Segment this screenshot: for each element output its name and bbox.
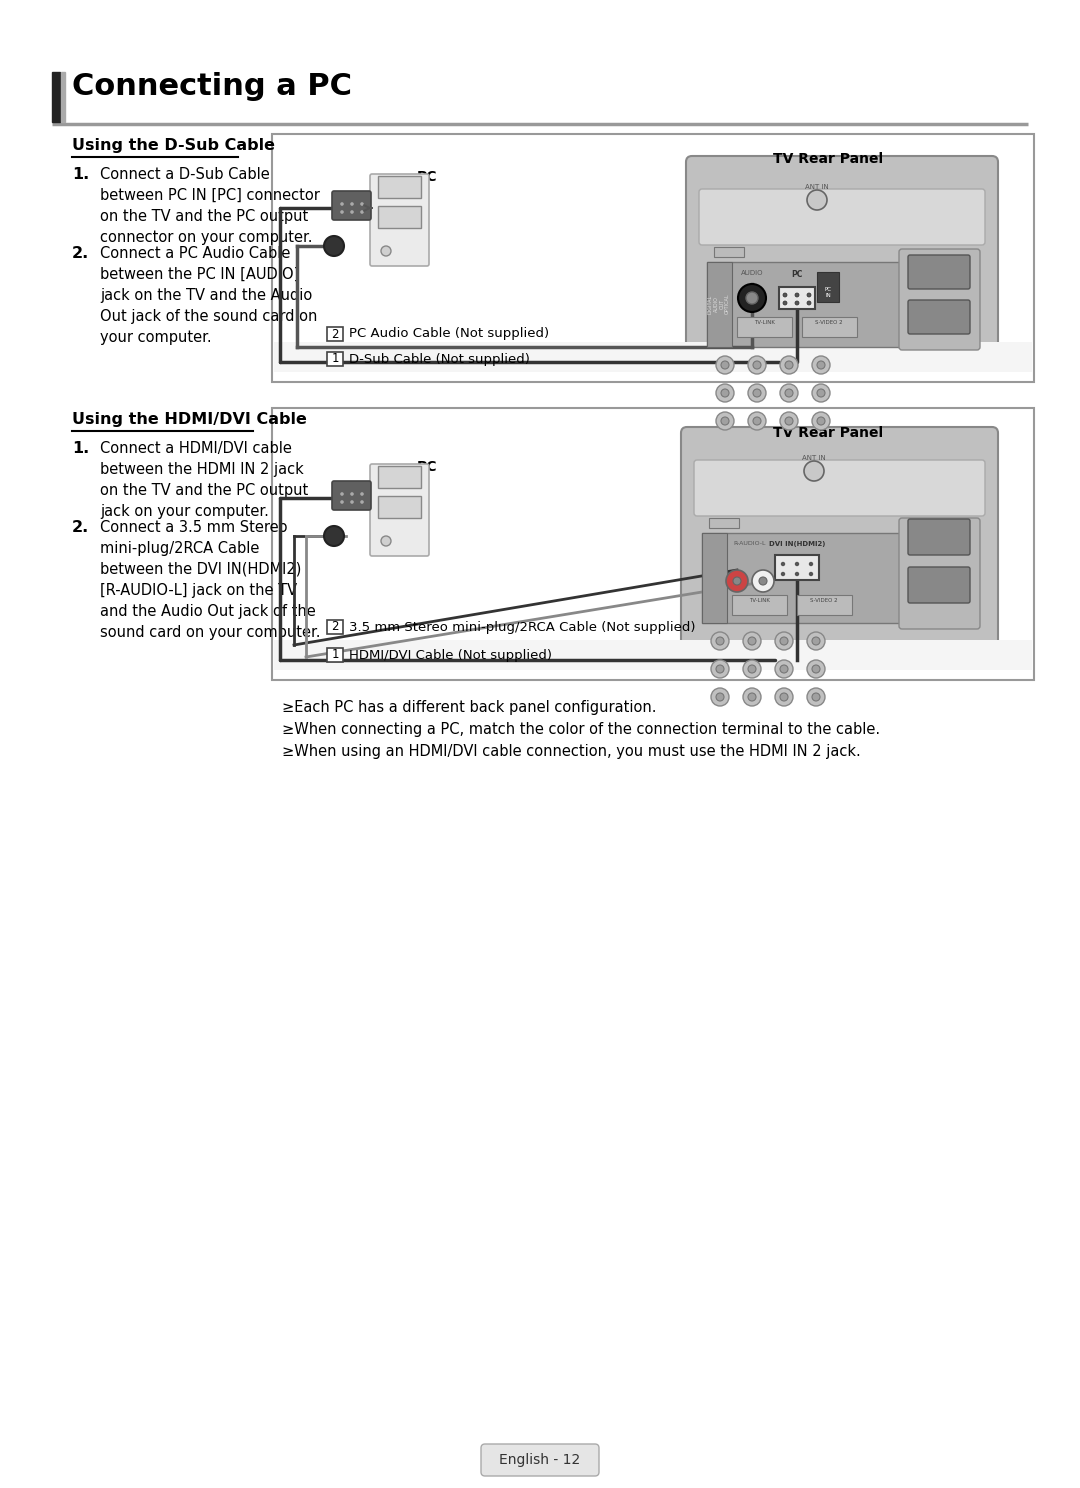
Text: Connect a 3.5 mm Stereo
mini-plug/2RCA Cable
between the DVI IN(HDMI2)
[R-AUDIO-: Connect a 3.5 mm Stereo mini-plug/2RCA C… <box>100 519 321 640</box>
Bar <box>60 71 65 122</box>
Circle shape <box>716 665 724 673</box>
Circle shape <box>743 661 761 679</box>
Circle shape <box>780 356 798 373</box>
Bar <box>52 71 60 122</box>
Circle shape <box>804 461 824 481</box>
Circle shape <box>812 665 820 673</box>
Text: PC
IN: PC IN <box>824 287 832 298</box>
Text: PC: PC <box>792 269 802 278</box>
Text: 1: 1 <box>332 353 339 366</box>
Text: 2: 2 <box>332 620 339 634</box>
Text: 2: 2 <box>332 327 339 341</box>
Circle shape <box>816 417 825 426</box>
Bar <box>326 243 340 248</box>
Text: ≥When using an HDMI/DVI cable connection, you must use the HDMI IN 2 jack.: ≥When using an HDMI/DVI cable connection… <box>282 744 861 759</box>
Circle shape <box>381 536 391 546</box>
Text: SERVICE: SERVICE <box>708 518 735 522</box>
Circle shape <box>807 661 825 679</box>
Text: DVI IN(HDMI2): DVI IN(HDMI2) <box>769 542 825 548</box>
Text: R-AUDIO-L: R-AUDIO-L <box>733 542 766 546</box>
FancyBboxPatch shape <box>908 301 970 333</box>
Text: ANT IN: ANT IN <box>802 455 826 461</box>
Circle shape <box>807 293 811 298</box>
Text: HDMI IN: HDMI IN <box>923 525 955 536</box>
Circle shape <box>748 356 766 373</box>
Text: 1.: 1. <box>72 440 90 455</box>
Bar <box>702 533 951 623</box>
FancyBboxPatch shape <box>908 519 970 555</box>
Bar <box>707 262 732 347</box>
FancyBboxPatch shape <box>370 174 429 266</box>
Bar <box>775 555 819 580</box>
Circle shape <box>748 412 766 430</box>
FancyBboxPatch shape <box>908 567 970 603</box>
Circle shape <box>812 356 831 373</box>
Circle shape <box>816 388 825 397</box>
Bar <box>702 533 727 623</box>
FancyBboxPatch shape <box>332 190 372 220</box>
Circle shape <box>781 571 785 576</box>
Text: D-Sub Cable (Not supplied): D-Sub Cable (Not supplied) <box>349 353 530 366</box>
Bar <box>816 272 839 302</box>
Text: PC Audio Cable (Not supplied): PC Audio Cable (Not supplied) <box>349 327 549 341</box>
FancyBboxPatch shape <box>694 460 985 516</box>
Circle shape <box>716 693 724 701</box>
Circle shape <box>775 687 793 705</box>
Circle shape <box>785 362 793 369</box>
Circle shape <box>807 632 825 650</box>
Circle shape <box>809 562 813 567</box>
Circle shape <box>361 500 364 504</box>
Circle shape <box>795 301 799 305</box>
Circle shape <box>795 293 799 298</box>
Circle shape <box>716 384 734 402</box>
Circle shape <box>748 693 756 701</box>
Bar <box>707 262 951 347</box>
Circle shape <box>716 356 734 373</box>
Circle shape <box>809 571 813 576</box>
Circle shape <box>350 202 354 205</box>
Bar <box>274 640 1032 670</box>
Bar <box>327 353 343 366</box>
Circle shape <box>748 665 756 673</box>
Circle shape <box>781 562 785 567</box>
Bar <box>732 595 787 615</box>
Text: Using the HDMI/DVI Cable: Using the HDMI/DVI Cable <box>72 412 307 427</box>
Circle shape <box>812 693 820 701</box>
Text: TV Rear Panel: TV Rear Panel <box>773 152 883 167</box>
Circle shape <box>753 362 761 369</box>
Circle shape <box>780 412 798 430</box>
Circle shape <box>716 412 734 430</box>
Circle shape <box>795 562 799 567</box>
Bar <box>779 287 815 310</box>
Bar <box>327 647 343 662</box>
Circle shape <box>812 637 820 644</box>
Circle shape <box>785 388 793 397</box>
Circle shape <box>780 637 788 644</box>
Text: Connect a PC Audio Cable
between the PC IN [AUDIO]
jack on the TV and the Audio
: Connect a PC Audio Cable between the PC … <box>100 246 318 345</box>
Text: English - 12: English - 12 <box>499 1452 581 1467</box>
Circle shape <box>350 493 354 496</box>
Circle shape <box>748 384 766 402</box>
Bar <box>737 317 792 336</box>
Bar <box>274 342 1032 372</box>
Text: 2.: 2. <box>72 519 90 536</box>
Circle shape <box>743 687 761 705</box>
Circle shape <box>721 362 729 369</box>
Circle shape <box>775 632 793 650</box>
Circle shape <box>759 577 767 585</box>
Circle shape <box>361 210 364 214</box>
Text: Connect a HDMI/DVI cable
between the HDMI IN 2 jack
on the TV and the PC output
: Connect a HDMI/DVI cable between the HDM… <box>100 440 308 519</box>
Text: Connect a D-Sub Cable
between PC IN [PC] connector
on the TV and the PC output
c: Connect a D-Sub Cable between PC IN [PC]… <box>100 167 320 246</box>
Circle shape <box>795 571 799 576</box>
Text: PC: PC <box>417 460 437 475</box>
Text: ANT IN: ANT IN <box>805 185 828 190</box>
Circle shape <box>785 417 793 426</box>
Bar <box>714 247 744 257</box>
Circle shape <box>361 493 364 496</box>
FancyBboxPatch shape <box>686 156 998 368</box>
FancyBboxPatch shape <box>681 427 998 655</box>
Circle shape <box>783 293 787 298</box>
Text: 1.: 1. <box>72 167 90 182</box>
Text: S-VIDEO 2: S-VIDEO 2 <box>810 598 838 603</box>
Circle shape <box>780 665 788 673</box>
